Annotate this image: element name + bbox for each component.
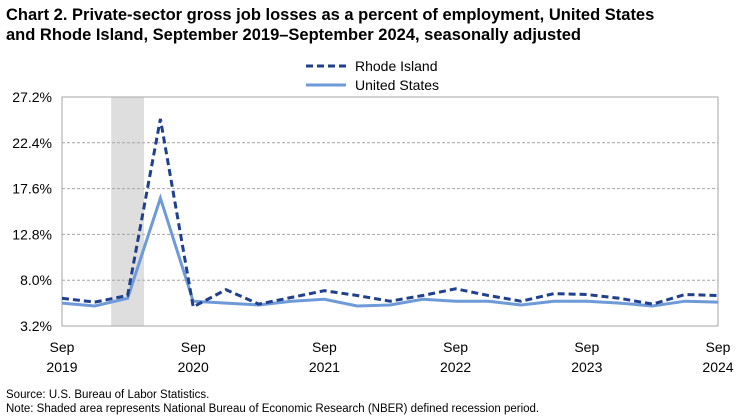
y-axis-labels: 27.2% 22.4% 17.6% 12.8% 8.0% 3.2%	[12, 89, 52, 334]
united-states-series-line	[61, 193, 719, 308]
legend-label-united-states: United States	[355, 77, 439, 93]
x-axis-labels: Sep 2019 Sep 2020 Sep 2021 Sep 2022 Sep 2023 Sep 20…	[46, 339, 733, 375]
x-tick-year-label: 2019	[46, 359, 77, 375]
source-note: Source: U.S. Bureau of Labor Statistics.	[6, 389, 210, 401]
x-tick-year-label: 2020	[178, 359, 209, 375]
x-tick-month-label: Sep	[312, 339, 337, 355]
chart-title-line-1: Chart 2. Private-sector gross job losses…	[6, 6, 655, 24]
shading-note: Note: Shaded area represents National Bu…	[6, 403, 540, 415]
x-tick-month-label: Sep	[181, 339, 206, 355]
gridlines	[62, 142, 718, 281]
y-tick-label: 12.8%	[12, 226, 52, 242]
x-tick-year-label: 2021	[309, 359, 340, 375]
x-tick-year-label: 2022	[440, 359, 471, 375]
chart-title: Chart 2. Private-sector gross job losses…	[6, 5, 746, 45]
y-tick-label: 8.0%	[20, 272, 52, 288]
legend: Rhode Island United States	[306, 58, 439, 93]
x-tick-month-label: Sep	[574, 339, 599, 355]
x-tick-month-label: Sep	[706, 339, 731, 355]
x-tick-year-label: 2023	[571, 359, 602, 375]
plot-area-border	[61, 96, 719, 327]
chart-title-line-2: and Rhode Island, September 2019–Septemb…	[6, 26, 581, 44]
x-tick-year-label: 2024	[702, 359, 733, 375]
line-chart: 27.2% 22.4% 17.6% 12.8% 8.0% 3.2% Sep 2019 Sep 2…	[12, 58, 733, 375]
recession-shading-layer	[111, 97, 144, 326]
y-tick-label: 22.4%	[12, 135, 52, 151]
y-tick-label: 17.6%	[12, 181, 52, 197]
chart-footer: Source: U.S. Bureau of Labor Statistics.…	[6, 388, 539, 416]
legend-label-rhode-island: Rhode Island	[355, 58, 438, 74]
series-lines	[61, 118, 719, 310]
recession-shading	[111, 97, 144, 326]
y-tick-label: 27.2%	[12, 89, 52, 105]
x-tick-month-label: Sep	[443, 339, 468, 355]
rhode-island-series-line	[61, 118, 719, 310]
y-tick-label: 3.2%	[20, 318, 52, 334]
x-tick-month-label: Sep	[50, 339, 75, 355]
